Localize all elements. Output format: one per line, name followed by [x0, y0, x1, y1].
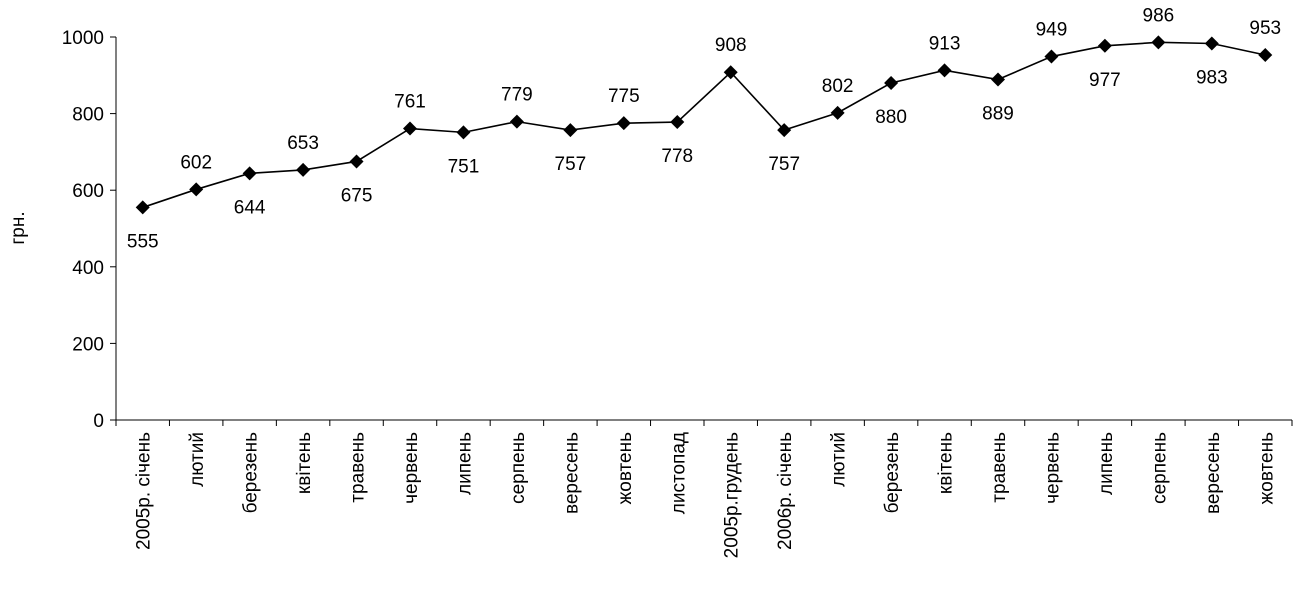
- x-tick-label: липень: [1096, 432, 1117, 495]
- data-label: 802: [822, 76, 854, 97]
- x-tick-label: 2005р.грудень: [722, 432, 743, 558]
- x-tick-label: травень: [989, 432, 1010, 503]
- x-tick-label: серпень: [1149, 432, 1170, 504]
- data-point: [349, 154, 364, 169]
- x-tick-label: лютий: [829, 432, 850, 487]
- data-label: 778: [661, 146, 693, 167]
- data-point: [937, 63, 952, 78]
- data-point: [616, 116, 631, 131]
- x-tick-label: вересень: [1203, 432, 1224, 514]
- data-label: 889: [982, 104, 1014, 125]
- data-point: [777, 123, 792, 138]
- data-label: 908: [715, 35, 747, 56]
- y-tick-label: 0: [93, 411, 104, 432]
- x-tick-label: жовтень: [1256, 432, 1277, 505]
- x-tick-label: квітень: [294, 432, 315, 494]
- plot-area: 555 602 644 653 675 761 751 779 757 775 778 908 757 8…: [127, 5, 1281, 252]
- data-label: 653: [287, 133, 319, 154]
- x-tick-label: червень: [1042, 432, 1063, 504]
- x-tick-label: квітень: [936, 432, 957, 494]
- x-tick-label: березень: [241, 432, 262, 514]
- y-axis: 0 200 400 600 800 1000: [62, 28, 117, 432]
- data-point: [670, 115, 685, 130]
- x-tick-label: листопад: [668, 432, 689, 514]
- data-label: 953: [1249, 18, 1281, 39]
- x-tick-label: жовтень: [615, 432, 636, 505]
- data-point: [189, 182, 204, 197]
- data-label: 644: [234, 197, 266, 218]
- data-point: [563, 123, 578, 138]
- x-tick-label: серпень: [508, 432, 529, 504]
- x-tick-label: березень: [882, 432, 903, 514]
- y-tick-label: 400: [72, 258, 104, 279]
- data-point: [1151, 35, 1166, 50]
- y-tick-label: 600: [72, 181, 104, 202]
- data-point: [456, 125, 471, 140]
- data-point: [991, 72, 1005, 87]
- x-tick-label: червень: [401, 432, 422, 504]
- data-label: 757: [768, 154, 800, 175]
- data-label: 880: [875, 107, 907, 128]
- data-point: [242, 166, 257, 181]
- x-tick-label: лютий: [187, 432, 208, 487]
- x-axis: 2005р. січень лютий березень квітень травень…: [115, 419, 1293, 558]
- y-axis-label: грн.: [8, 211, 29, 244]
- x-tick-label: вересень: [561, 432, 582, 514]
- data-label: 983: [1196, 68, 1228, 89]
- data-point: [1044, 49, 1059, 64]
- data-label: 555: [127, 231, 159, 252]
- data-label: 775: [608, 86, 640, 107]
- series-line: [142, 41, 1266, 209]
- data-point: [1097, 38, 1112, 53]
- x-tick-label: травень: [348, 432, 369, 503]
- data-label: 761: [394, 92, 426, 113]
- data-point: [884, 75, 899, 90]
- data-label: 913: [929, 33, 961, 54]
- data-point: [403, 121, 417, 136]
- data-label: 977: [1089, 70, 1121, 91]
- y-tick-label: 200: [72, 334, 104, 355]
- data-label: 949: [1036, 20, 1068, 41]
- data-label: 757: [555, 154, 587, 175]
- data-label: 779: [501, 85, 533, 106]
- x-tick-label: 2005р. січень: [134, 432, 155, 550]
- data-point: [509, 114, 524, 129]
- x-tick-label: липень: [454, 432, 475, 495]
- data-point: [135, 200, 150, 215]
- data-label: 675: [341, 185, 373, 206]
- x-tick-label: 2006р. січень: [775, 432, 796, 550]
- data-point: [1258, 48, 1273, 63]
- data-label: 602: [180, 152, 212, 173]
- data-point: [830, 105, 845, 120]
- data-point: [296, 162, 311, 177]
- y-tick-label: 1000: [62, 28, 104, 49]
- data-point: [723, 65, 738, 80]
- y-tick-label: 800: [72, 105, 104, 126]
- data-point: [1204, 36, 1219, 51]
- data-label: 986: [1143, 5, 1175, 26]
- data-label: 751: [448, 156, 480, 177]
